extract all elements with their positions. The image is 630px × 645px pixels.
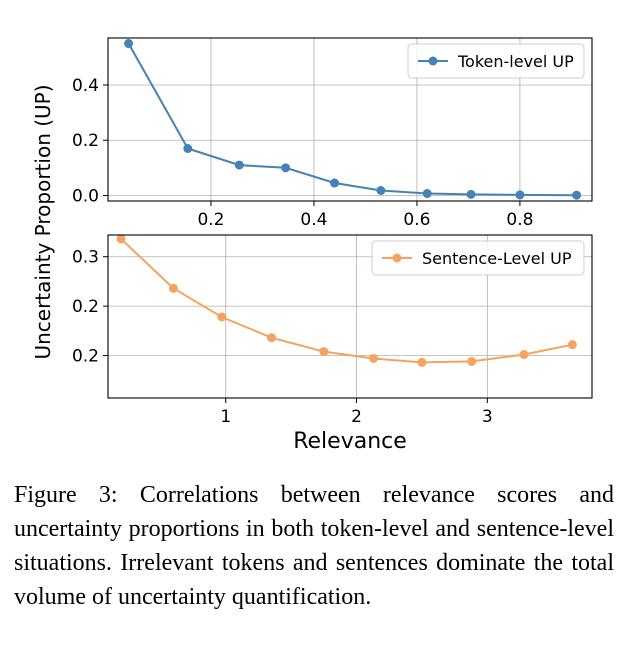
series-line [127,43,577,197]
legend-label: Sentence-Level UP [422,249,572,268]
x-tick-label: 0.2 [197,210,224,230]
y-tick-label: 0.0 [72,186,99,206]
data-point [515,190,525,200]
x-tick-label: 0.6 [403,210,430,230]
data-point [124,39,134,49]
x-tick-label: 3 [482,407,493,427]
data-point [466,189,476,199]
axes-frame [107,37,593,202]
figure: Uncertainty Proportion (UP) Relevance 0.… [31,37,593,454]
legend-box [407,43,585,79]
data-point [116,234,126,244]
y-axis-label: Uncertainty Proportion (UP) [31,84,55,359]
data-point [417,357,427,367]
token-level-panel: 0.2 0.4 0.6 0.8 0.0 0.2 0.4 Token-level UP [72,37,593,230]
data-point [330,178,340,188]
x-tick-label: 2 [351,407,362,427]
axes-frame [107,234,593,399]
data-point [467,356,477,366]
y-tick-label: 0.3 [72,248,99,268]
x-tick-label: 0.8 [506,210,533,230]
legend-marker [428,56,438,66]
data-point [234,160,244,170]
data-point [281,163,291,173]
legend-box [371,240,585,276]
data-point [376,186,386,196]
y-tick-label: 0.2 [72,131,99,151]
legend-marker [392,253,402,263]
figure-caption: Figure 3: Correlations between relevance… [14,482,614,610]
x-tick-label: 1 [220,407,231,427]
y-tick-label: 0.2 [72,347,99,367]
data-point [319,347,329,357]
y-tick-label: 0.4 [72,76,99,96]
data-point [369,353,379,363]
legend-label: Token-level UP [457,52,574,71]
x-axis-label: Relevance [293,429,407,454]
data-point [267,333,277,343]
data-point [519,350,529,360]
data-point [217,312,227,322]
y-tick-label: 0.2 [72,297,99,317]
data-point [183,144,193,154]
data-point [422,189,432,199]
sentence-level-panel: 1 2 3 0.2 0.2 0.3 Sentence-Level UP [72,234,593,427]
data-point [168,283,178,293]
data-point [567,340,577,350]
data-point [572,190,582,200]
x-tick-label: 0.4 [300,210,327,230]
series-line [120,238,573,364]
